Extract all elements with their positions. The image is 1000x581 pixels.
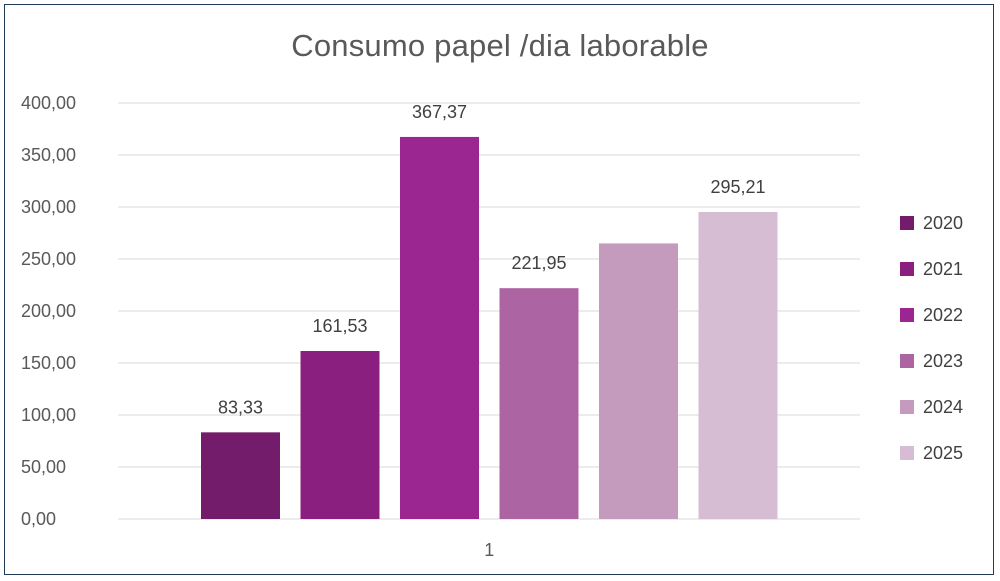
legend-item-2023: 2023	[900, 338, 963, 384]
bar-2024	[599, 243, 678, 519]
legend-swatch	[900, 400, 914, 414]
data-label: 221,95	[511, 253, 566, 273]
legend-label: 2022	[923, 304, 964, 325]
legend-item-2022: 2022	[900, 292, 963, 338]
legend-label: 2024	[923, 396, 964, 417]
bar-2023	[499, 288, 579, 519]
y-tick-label: 50,00	[21, 457, 66, 477]
legend-item-2020: 2020	[900, 200, 963, 246]
y-tick-label: 150,00	[21, 353, 76, 373]
chart-frame	[4, 4, 994, 575]
legend-item-2025: 2025	[900, 430, 963, 476]
legend-item-2024: 2024	[900, 384, 963, 430]
bar-2020	[201, 432, 280, 519]
x-category-label: 1	[484, 540, 494, 560]
legend-swatch	[900, 446, 914, 460]
chart-legend: 2020 2021 2022 2023 2024 2025	[900, 200, 963, 476]
y-tick-label: 200,00	[21, 301, 76, 321]
legend-swatch	[900, 308, 914, 322]
legend-label: 2021	[923, 258, 964, 279]
y-tick-label: 300,00	[21, 197, 76, 217]
legend-swatch	[900, 262, 914, 276]
data-label: 161,53	[312, 316, 367, 336]
y-tick-label: 0,00	[21, 509, 56, 529]
legend-item-2021: 2021	[900, 246, 963, 292]
y-tick-label: 400,00	[21, 93, 76, 113]
bar-2021	[300, 351, 380, 519]
data-label: 295,21	[710, 177, 765, 197]
bar-2025	[698, 211, 778, 519]
data-label: 367,37	[412, 102, 467, 122]
bar-2022	[400, 136, 479, 520]
data-label: 83,33	[218, 397, 263, 417]
legend-label: 2020	[923, 212, 964, 233]
legend-label: 2023	[923, 350, 964, 371]
legend-label: 2025	[923, 442, 964, 463]
legend-swatch	[900, 354, 914, 368]
y-tick-label: 250,00	[21, 249, 76, 269]
chart-title: Consumo papel /dia laborable	[291, 28, 709, 63]
y-tick-label: 100,00	[21, 405, 76, 425]
y-tick-label: 350,00	[21, 145, 76, 165]
legend-swatch	[900, 216, 914, 230]
